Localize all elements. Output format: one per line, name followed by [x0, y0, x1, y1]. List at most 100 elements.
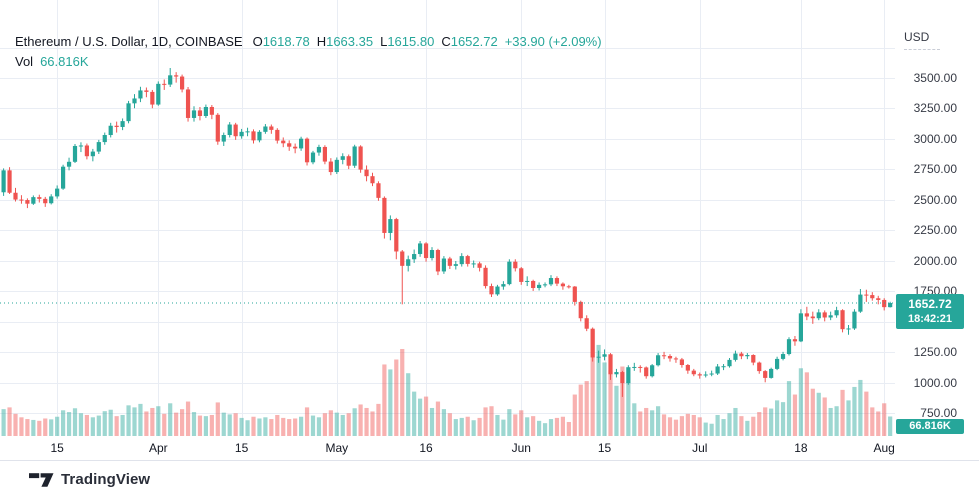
- volume-bar: [370, 411, 375, 436]
- candle-body: [441, 258, 446, 272]
- candle-body: [340, 156, 345, 160]
- volume-bar: [388, 369, 393, 436]
- volume-bar: [322, 413, 327, 436]
- candle-body: [757, 362, 762, 372]
- volume-bar: [870, 407, 875, 436]
- volume-bar: [542, 423, 548, 436]
- candle-body: [513, 261, 518, 269]
- volume-bar: [346, 413, 351, 436]
- volume-bar: [739, 416, 744, 436]
- volume-bar: [55, 416, 60, 436]
- volume-bar: [7, 407, 12, 436]
- candle-body: [168, 75, 173, 85]
- candle-body: [108, 125, 113, 136]
- candle-body: [435, 250, 441, 272]
- volume-bar: [507, 409, 512, 436]
- candle-body: [525, 280, 530, 282]
- candle-body: [596, 356, 601, 358]
- volume-bar: [263, 417, 268, 436]
- candle-body: [572, 286, 577, 302]
- candle-body: [43, 198, 48, 204]
- candle-body: [792, 339, 798, 342]
- volume-bar: [114, 416, 119, 436]
- ohlc-low-label: L: [380, 33, 388, 49]
- candle-body: [447, 258, 452, 266]
- volume-bar: [245, 420, 250, 436]
- tradingview-attribution-link[interactable]: TradingView: [29, 471, 150, 488]
- volume-bar: [792, 394, 798, 436]
- time-axis-label: 15: [597, 441, 612, 455]
- candle-body: [90, 151, 95, 157]
- price-tick-label: 2250.00: [913, 223, 957, 238]
- candle-body: [614, 372, 619, 375]
- time-axis-label: Apr: [148, 441, 168, 455]
- candle-body: [477, 263, 482, 268]
- candle-body: [66, 161, 72, 167]
- time-axis-label: 18: [794, 441, 808, 455]
- volume-bar: [1, 409, 6, 436]
- volume-bar: [412, 391, 417, 436]
- time-axis-label: Jun: [511, 441, 531, 455]
- candle-body: [453, 264, 458, 266]
- candle-body: [346, 156, 351, 166]
- price-axis[interactable]: USD 3500.00 3250.00 3000.00 2750.00 2500.00 2…: [895, 0, 979, 436]
- candle-body: [852, 311, 857, 329]
- candle-body: [697, 374, 702, 376]
- volume-bar: [864, 391, 869, 436]
- candle-body: [209, 106, 214, 115]
- candle-body: [221, 135, 226, 142]
- candle-body: [691, 370, 696, 375]
- candle-body: [745, 355, 750, 357]
- candle-body: [275, 129, 280, 141]
- volume-bar: [287, 419, 292, 436]
- candle-body: [537, 284, 542, 289]
- candle-body: [733, 353, 738, 360]
- volume-bar: [382, 364, 387, 436]
- candle-body: [418, 243, 423, 255]
- bar-countdown: 18:42:21: [907, 313, 953, 326]
- candle-body: [293, 146, 298, 149]
- volume-bar: [888, 416, 893, 436]
- candle-body: [602, 354, 607, 357]
- volume-bar: [162, 413, 167, 436]
- candle-body: [251, 131, 256, 141]
- time-axis[interactable]: 15 Apr 15 May 16 Jun 15 Jul 18 Aug: [0, 436, 979, 460]
- volume-bar: [66, 412, 72, 436]
- candle-body: [114, 125, 119, 127]
- candle-body: [304, 138, 310, 163]
- candle-body: [578, 301, 583, 319]
- candle-body: [120, 121, 125, 127]
- volume-bar: [697, 417, 702, 436]
- price-chart-pane[interactable]: [0, 0, 979, 436]
- ohlc-high: H1663.35: [317, 34, 373, 49]
- volume-bar: [566, 421, 571, 436]
- volume-bar: [852, 386, 857, 436]
- volume-bar: [358, 404, 363, 436]
- volume-bar: [501, 419, 506, 436]
- volume-bar: [661, 414, 667, 436]
- price-tick-label: 3500.00: [913, 71, 957, 85]
- ohlc-open-value: 1618.78: [262, 33, 310, 49]
- volume-bar: [780, 402, 786, 436]
- volume-bar: [495, 414, 500, 436]
- candle-body: [156, 83, 161, 105]
- volume-bar: [769, 408, 774, 436]
- symbol-title: Ethereum / U.S. Dollar, 1D, COINBASE: [15, 33, 243, 49]
- candle-body: [495, 286, 500, 295]
- volume-bar: [19, 417, 24, 436]
- price-tick-label: 2750.00: [913, 162, 957, 177]
- candle-body: [798, 313, 803, 342]
- volume-bar: [400, 348, 405, 436]
- volume-bar: [168, 403, 173, 436]
- volume-bar: [150, 407, 155, 436]
- volume-bar: [84, 414, 89, 436]
- price-tick-label: 2000.00: [913, 253, 957, 268]
- candle-body: [786, 339, 792, 355]
- candle-body: [19, 199, 24, 201]
- candle-body: [560, 283, 565, 287]
- candle-body: [376, 183, 381, 198]
- volume-bar: [667, 417, 673, 436]
- candle-body: [191, 110, 197, 118]
- candle-body: [816, 312, 821, 319]
- volume-bar: [489, 406, 494, 436]
